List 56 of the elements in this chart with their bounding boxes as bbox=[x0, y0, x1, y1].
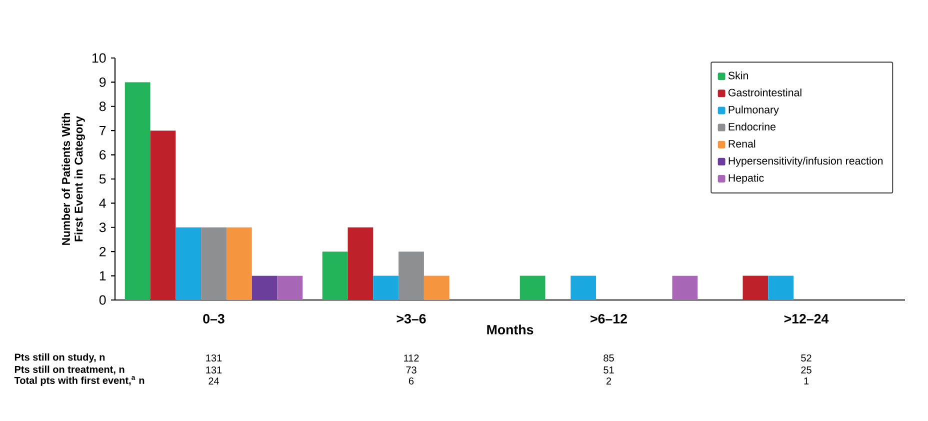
text: 112 bbox=[404, 354, 419, 362]
bar bbox=[252, 276, 278, 300]
text: 73 bbox=[406, 366, 416, 374]
y-tick-label: 8 bbox=[99, 102, 106, 112]
y-tick-label: 1 bbox=[100, 271, 106, 280]
bar bbox=[226, 227, 252, 300]
y-tick-label: 4 bbox=[99, 198, 106, 208]
legend-label: Skin bbox=[728, 71, 748, 80]
y-tick-label: 10 bbox=[92, 53, 106, 63]
text: Total pts with first event,$^{a}$ n bbox=[14, 376, 144, 386]
legend-label: Hypersensitivity/infusion reaction bbox=[728, 156, 883, 167]
text: Pts still on study, n bbox=[14, 353, 105, 363]
y-tick-label: 5 bbox=[99, 174, 106, 184]
legend-label: Pulmonary bbox=[728, 106, 779, 116]
y-tick-label: 2 bbox=[100, 246, 106, 256]
bar bbox=[277, 276, 303, 300]
x-axis-title: Months bbox=[487, 324, 534, 334]
text: 131 bbox=[206, 354, 222, 362]
legend-label: Gastrointestinal bbox=[728, 88, 802, 96]
x-tick-label: >12–24 bbox=[784, 314, 829, 324]
x-tick-label: 0–3 bbox=[203, 314, 224, 324]
x-tick-label: >6–12 bbox=[590, 314, 627, 324]
bar bbox=[424, 276, 450, 300]
bar bbox=[520, 276, 546, 300]
text: 85 bbox=[604, 354, 614, 362]
bar bbox=[373, 276, 399, 300]
text: 25 bbox=[801, 366, 812, 374]
legend-label: Hepatic bbox=[728, 174, 764, 184]
bar bbox=[150, 130, 176, 300]
bar bbox=[742, 276, 768, 300]
bar bbox=[201, 227, 226, 300]
text: Pts still on treatment, n bbox=[14, 366, 124, 374]
y-tick-label: 3 bbox=[99, 222, 106, 232]
bar bbox=[672, 276, 698, 300]
bar bbox=[348, 227, 374, 300]
bar bbox=[768, 276, 794, 300]
x-tick-label: >3–6 bbox=[396, 314, 426, 324]
y-axis-title: Number of Patients With First Event in Category bbox=[62, 113, 85, 245]
text: 52 bbox=[801, 354, 812, 362]
y-tick-label: 7 bbox=[100, 126, 106, 136]
text: 1 bbox=[804, 378, 809, 384]
bar bbox=[176, 227, 202, 300]
text: 51 bbox=[604, 366, 614, 374]
bar bbox=[570, 276, 596, 300]
text: 2 bbox=[606, 377, 612, 384]
y-tick-label: 0 bbox=[99, 295, 106, 305]
legend-label: Endocrine bbox=[728, 122, 776, 131]
text: 24 bbox=[208, 377, 220, 384]
y-tick-label: 9 bbox=[100, 77, 106, 87]
bar bbox=[398, 252, 424, 300]
bar bbox=[124, 82, 150, 300]
legend-label: Renal bbox=[728, 140, 756, 148]
text: 131 bbox=[206, 366, 222, 374]
bar bbox=[322, 252, 348, 300]
y-tick-label: 6 bbox=[100, 150, 106, 160]
text: 6 bbox=[408, 377, 414, 385]
